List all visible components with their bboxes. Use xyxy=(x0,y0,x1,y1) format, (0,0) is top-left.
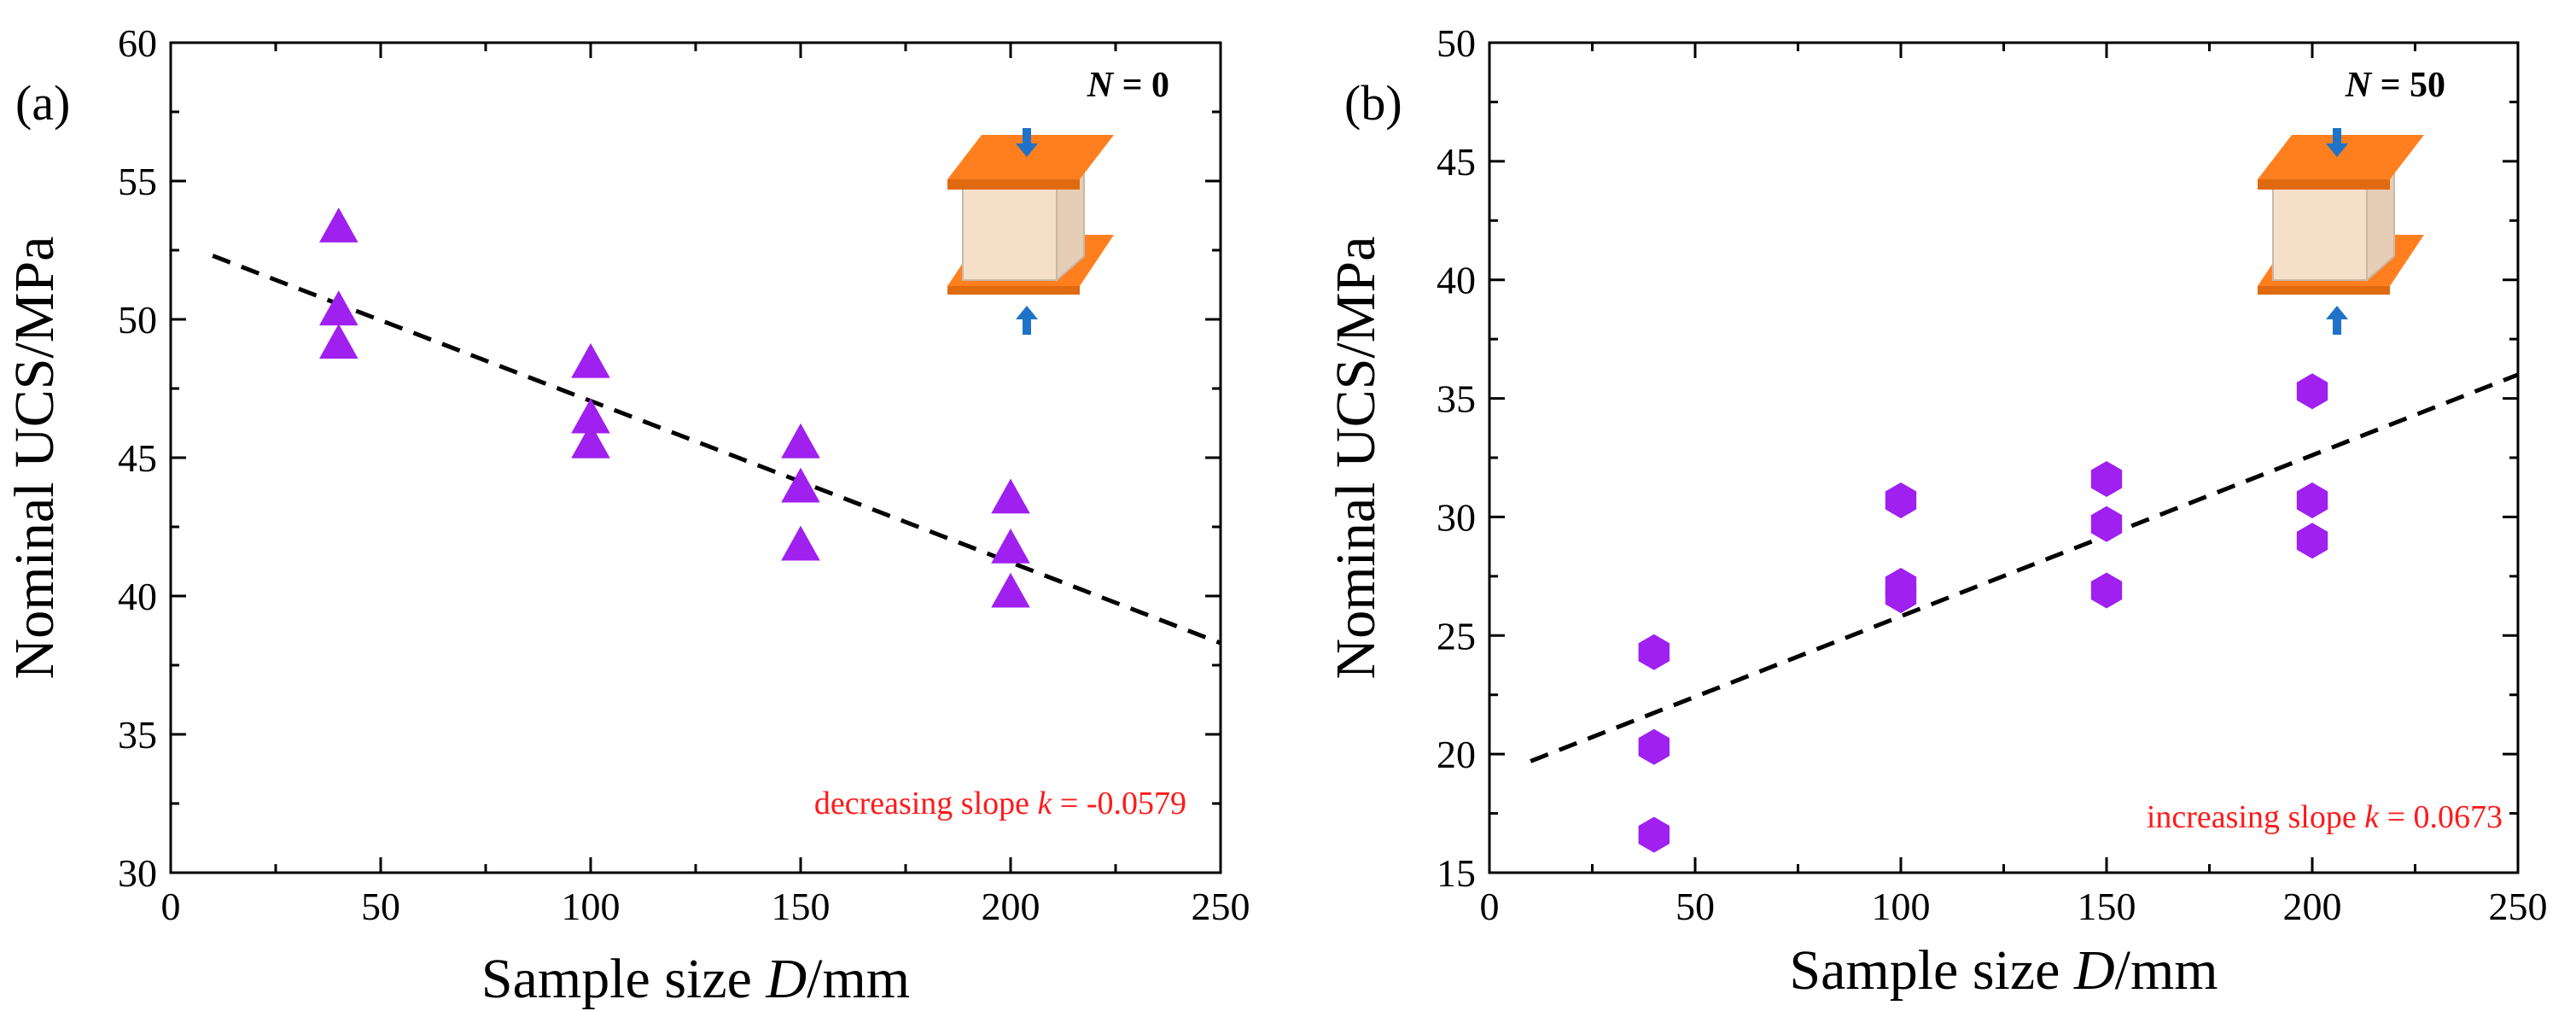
data-point xyxy=(2296,523,2328,559)
panel-label: (a) xyxy=(15,75,70,131)
x-axis-title: Sample size D/mm xyxy=(481,948,910,1010)
y-tick-label: 50 xyxy=(118,298,157,342)
y-tick-label: 45 xyxy=(1437,140,1476,184)
specimen-front xyxy=(962,185,1058,281)
chart-panel-b: 0 50 100 150 200 250 15 20 25 30 35 40 45 50 Sample si… xyxy=(1325,21,2548,1002)
y-tick-label: 30 xyxy=(118,851,157,895)
data-point xyxy=(571,342,610,378)
y-tick-label: 15 xyxy=(1437,851,1476,895)
top-plate xyxy=(947,135,1114,179)
x-tick-label: 100 xyxy=(1872,885,1931,928)
x-tick-label: 250 xyxy=(2489,885,2548,928)
x-tick-label: 50 xyxy=(361,885,400,928)
data-point xyxy=(991,528,1030,564)
x-tick-label: 0 xyxy=(1480,885,1500,928)
data-point xyxy=(1638,816,1670,853)
y-tick-label: 30 xyxy=(1437,495,1476,539)
bottom-plate-edge xyxy=(947,286,1080,295)
top-plate-edge xyxy=(2258,179,2390,190)
x-tick-label: 150 xyxy=(772,885,830,928)
condition-label: N = 0 xyxy=(1087,66,1169,105)
y-tick-label: 60 xyxy=(118,21,157,65)
data-point xyxy=(571,398,610,434)
data-point xyxy=(2090,460,2123,497)
top-plate-edge xyxy=(947,179,1080,190)
x-tick-label: 200 xyxy=(982,885,1040,928)
panel-label: (b) xyxy=(1344,75,1402,131)
trend-line xyxy=(212,254,1221,646)
data-point xyxy=(781,525,820,561)
x-tick-label: 150 xyxy=(2078,885,2136,928)
y-tick-label: 40 xyxy=(118,575,157,618)
chart-panel-a: 0 50 100 150 200 250 30 35 40 45 50 55 60 Sample size… xyxy=(3,21,1250,1010)
data-point xyxy=(1638,728,1670,765)
data-point xyxy=(781,423,820,459)
slope-annotation: decreasing slope k = -0.0579 xyxy=(814,786,1186,821)
bottom-load-arrow xyxy=(1016,306,1038,335)
data-point xyxy=(571,423,610,459)
slope-annotation: increasing slope k = 0.0673 xyxy=(2147,799,2503,835)
data-point xyxy=(2296,482,2328,518)
top-load-arrow xyxy=(2326,128,2348,157)
specimen-front xyxy=(2272,185,2368,281)
top-load-arrow xyxy=(1016,128,1038,157)
data-point xyxy=(319,324,358,359)
compression-specimen-icon xyxy=(947,128,1114,335)
y-axis-title: Nominal UCS/MPa xyxy=(3,237,66,680)
x-tick-label: 100 xyxy=(562,885,621,928)
bottom-plate-edge xyxy=(2258,286,2390,295)
x-axis-title: Sample size D/mm xyxy=(1789,939,2218,1002)
data-point xyxy=(1885,577,1917,614)
y-tick-label: 45 xyxy=(118,436,157,480)
data-point xyxy=(319,290,358,326)
y-tick-label: 50 xyxy=(1437,21,1476,65)
trend-line xyxy=(1530,372,2519,763)
data-point xyxy=(2090,506,2123,542)
data-point xyxy=(1638,634,1670,670)
x-tick-label: 50 xyxy=(1676,885,1715,928)
y-tick-label: 20 xyxy=(1437,733,1476,776)
data-point xyxy=(991,572,1030,608)
bottom-load-arrow xyxy=(2326,306,2348,335)
data-point xyxy=(991,478,1030,514)
y-tick-label: 35 xyxy=(1437,377,1476,421)
x-tick-label: 200 xyxy=(2283,885,2342,928)
data-point xyxy=(2296,373,2328,410)
data-point xyxy=(1885,482,1917,518)
data-point xyxy=(2090,572,2123,609)
y-tick-label: 55 xyxy=(118,160,157,203)
x-tick-label: 0 xyxy=(161,885,181,928)
data-point xyxy=(319,207,358,243)
y-axis-title: Nominal UCS/MPa xyxy=(1325,237,1387,680)
x-tick-label: 250 xyxy=(1192,885,1250,928)
data-point xyxy=(781,467,820,503)
y-tick-label: 35 xyxy=(118,713,157,757)
compression-specimen-icon xyxy=(2258,128,2424,335)
condition-label: N = 50 xyxy=(2345,66,2445,105)
y-tick-label: 25 xyxy=(1437,614,1476,657)
top-plate xyxy=(2258,135,2424,179)
y-tick-label: 40 xyxy=(1437,259,1476,302)
